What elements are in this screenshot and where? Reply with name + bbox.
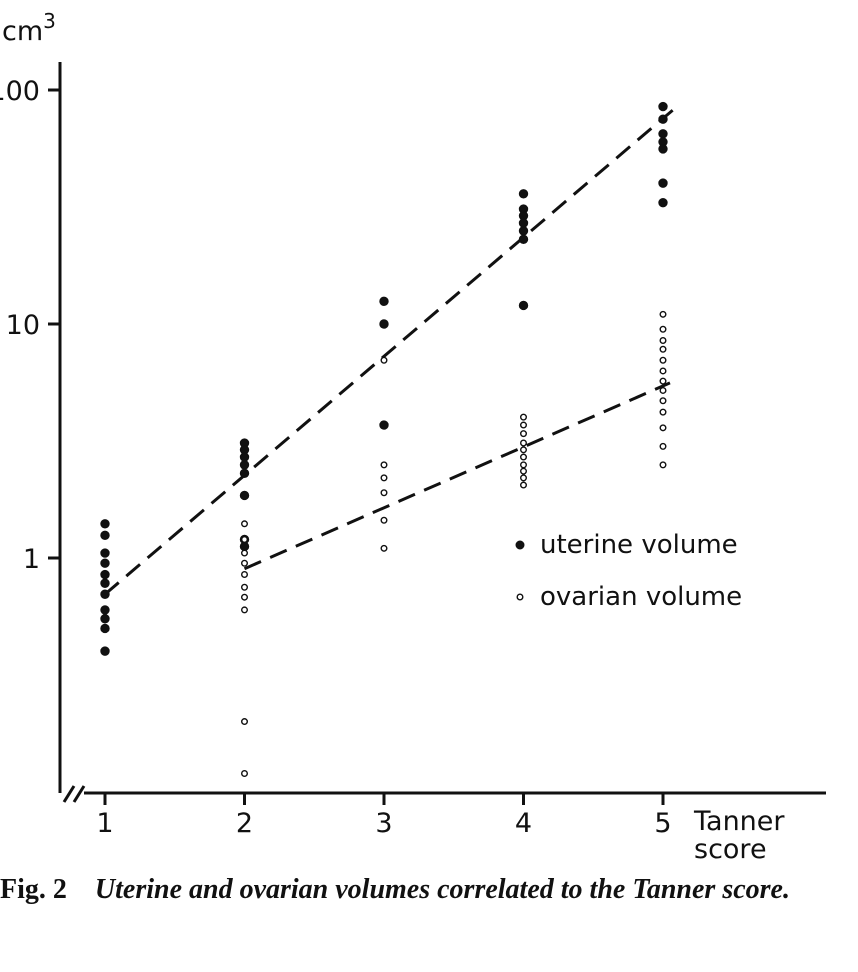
figure-caption: Fig. 2 Uterine and ovarian volumes corre… [0,872,858,908]
ovarian-data-point [659,325,667,333]
ovarian-data-point [659,345,667,353]
ovarian-data-point [240,520,248,528]
uterine-data-point [100,589,110,599]
uterine-data-point [100,605,110,615]
ovarian-data-point [520,467,528,475]
uterine-data-point [658,178,668,188]
trend-lines [104,103,681,596]
uterine-data-point [658,129,668,139]
uterine-data-point [518,218,529,228]
ovarian-data-point [520,481,528,489]
uterine-data-point [658,114,668,124]
ovarian-data-point [240,535,248,543]
uterine-data-point [239,468,250,479]
ovarian-data-point [520,446,528,454]
ovarian-data-point [659,461,667,469]
ovarian-data-point [520,474,528,482]
ovarian-data-point [659,310,667,318]
ovarian-data-point [380,544,388,552]
uterine-data-point [100,519,110,529]
ovarian-data-point [520,413,528,421]
uterine-data-point [518,189,529,199]
ovarian-data-point [520,461,528,469]
ovarian-data-point [380,474,388,482]
ovarian-data-point [659,442,667,450]
legend-marker [515,540,525,550]
y-tick-label: 1 [23,544,40,575]
ovarian-trend-line [243,381,671,571]
uterine-data-point [100,569,110,580]
uterine-data-point [658,197,668,208]
x-tick-label: 3 [375,808,392,839]
ovarian-data-point [240,606,248,614]
x-tick-label: 4 [515,808,532,839]
ovarian-data-point [240,571,248,579]
ovarian-data-point [520,453,528,461]
y-tick-label: 100 [0,76,40,107]
ovarian-data-point [659,377,667,385]
uterine-data-point [658,101,668,112]
ovarian-data-point [240,549,248,557]
x-tick-label: 5 [654,808,671,839]
data-points [100,101,668,777]
x-axis-label: score [694,834,767,865]
axis-break-mark [72,785,86,803]
ovarian-data-point [659,356,667,364]
ovarian-data-point [659,386,667,394]
uterine-data-point [100,530,110,541]
uterine-data-point [100,623,110,634]
ovarian-data-point [659,397,667,405]
ovarian-data-point [659,337,667,345]
ovarian-data-point [520,439,528,447]
uterine-data-point [100,646,110,656]
uterine-data-point [239,541,250,552]
legend: uterine volume ovarian volume [515,530,742,612]
ovarian-data-point [380,356,388,364]
ovarian-data-point [659,424,667,432]
uterine-data-point [239,490,250,501]
ovarian-data-point [240,769,248,777]
ovarian-data-point [380,461,388,469]
uterine-data-point [100,578,110,588]
x-tick-label: 2 [236,808,253,839]
axis-break-mark [62,785,76,803]
uterine-data-point [658,144,668,154]
ovarian-data-point [240,718,248,726]
ovarian-data-point [240,559,248,567]
uterine-data-point [100,614,110,624]
ovarian-data-point [659,408,667,416]
y-tick-label: 10 [6,310,40,341]
uterine-trend-line [104,103,681,596]
ovarian-data-point [240,593,248,601]
caption-text: Uterine and ovarian volumes correlated t… [94,874,790,905]
ovarian-data-point [520,430,528,438]
y-unit-label: cm3 [2,9,56,47]
x-axis-label: Tanner [693,806,785,837]
ovarian-data-point [380,489,388,497]
uterine-data-point [100,548,110,558]
ovarian-data-point [240,583,248,591]
uterine-data-point [100,558,110,568]
caption-label: Fig. 2 [0,874,67,905]
legend-label: ovarian volume [540,582,742,612]
ovarian-data-point [520,421,528,429]
uterine-data-point [379,420,389,430]
uterine-data-point [239,460,250,470]
uterine-data-point [239,452,250,462]
ovarian-data-point [659,367,667,375]
x-tick-label: 1 [96,808,113,839]
uterine-data-point [518,226,529,236]
uterine-data-point [518,300,529,311]
legend-label: uterine volume [540,530,738,560]
uterine-data-point [379,319,389,329]
legend-marker [516,593,524,601]
uterine-data-point [518,234,529,245]
ovarian-data-point [380,516,388,524]
uterine-data-point [379,296,389,307]
